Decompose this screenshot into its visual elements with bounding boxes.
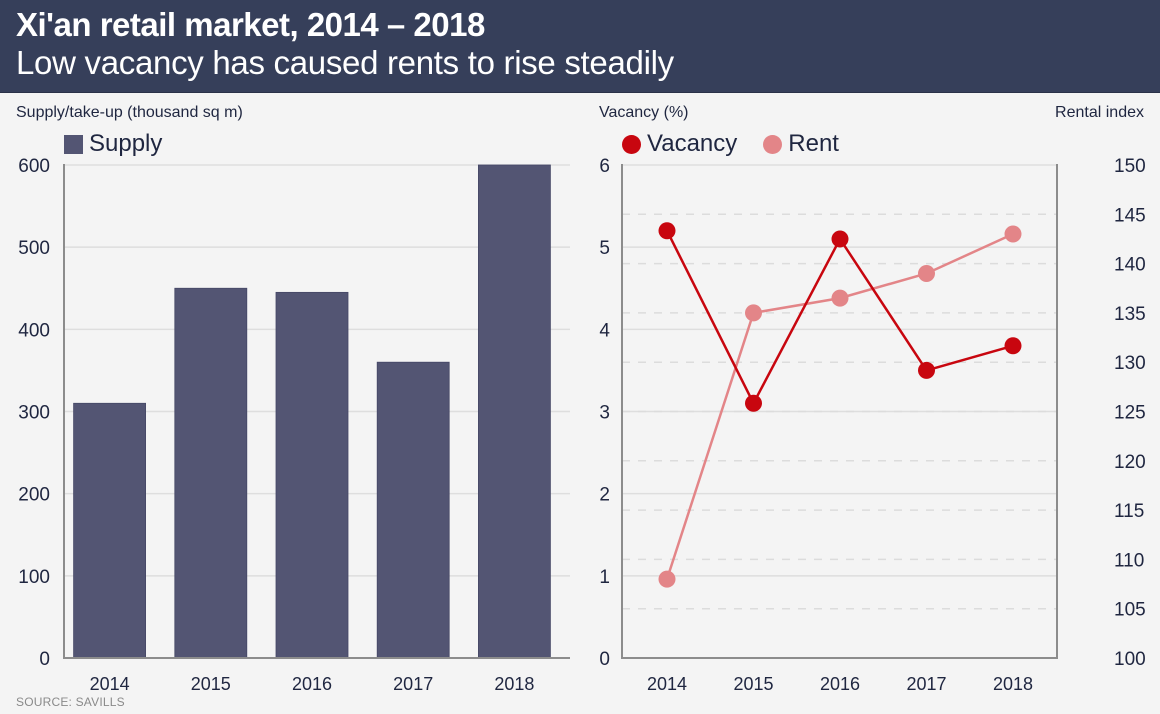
x-tick-label: 2017: [393, 674, 433, 694]
x-tick-label: 2017: [906, 674, 946, 694]
rent-dot-icon: [763, 134, 783, 154]
bar-2017: [376, 361, 450, 659]
bar-2014: [73, 402, 146, 659]
bar-2015: [174, 287, 248, 659]
x-tick-label: 2015: [733, 674, 773, 694]
y-tick-label: 6: [599, 156, 610, 177]
y2-tick-label: 135: [1114, 304, 1146, 325]
line-legend: Vacancy Rent: [622, 130, 865, 158]
y-tick-label: 300: [18, 403, 50, 424]
y2-tick-label: 140: [1114, 255, 1146, 276]
y2-tick-label: 105: [1114, 600, 1146, 621]
vacancy-point-2016: [831, 230, 849, 248]
supply-legend: Supply: [64, 130, 188, 158]
vacancy-point-2017: [918, 361, 935, 379]
legend-label-supply: Supply: [89, 130, 163, 157]
y-tick-label: 2: [599, 485, 610, 506]
bar-2018: [477, 164, 551, 659]
y-tick-label: 4: [599, 320, 610, 341]
rent-point-2015: [745, 304, 762, 322]
vacancy-dot-icon: [622, 134, 641, 154]
legend-label-rent: Rent: [788, 130, 839, 157]
chart-subtitle: Low vacancy has caused rents to rise ste…: [16, 44, 674, 81]
supply-bar-chart: 0 100 200 300 400 500 600 2014 2015 2016 2017 2018: [18, 156, 570, 694]
y-tick-label: 500: [18, 238, 50, 259]
y2-tick-label: 115: [1114, 501, 1144, 522]
y2-tick-label: 100: [1114, 649, 1146, 670]
y2-tick-label: 110: [1114, 550, 1144, 571]
chart-title: Xi'an retail market, 2014 – 2018: [16, 6, 485, 43]
y2-tick-label: 125: [1114, 403, 1146, 424]
x-tick-label: 2015: [191, 674, 231, 694]
vacancy-point-2015: [745, 394, 762, 412]
bar-2016: [275, 291, 349, 659]
x-tick-label: 2016: [820, 674, 860, 694]
x-tick-label: 2018: [993, 674, 1033, 694]
vacancy-axis-title: Vacancy (%): [599, 104, 689, 121]
source-note: SOURCE: SAVILLS: [16, 695, 125, 709]
legend-item-rent: Rent: [763, 130, 839, 158]
y-tick-label: 0: [599, 649, 610, 670]
y-tick-label: 1: [599, 567, 610, 588]
vacancy-line: [665, 230, 1014, 407]
x-tick-label: 2018: [494, 674, 534, 694]
legend-item-supply: Supply: [64, 130, 162, 158]
y-tick-label: 100: [18, 567, 50, 588]
vacancy-point-2014: [658, 222, 676, 240]
rent-point-2016: [831, 289, 849, 307]
rent-point-2018: [1004, 225, 1022, 243]
y-tick-label: 3: [599, 403, 610, 424]
y-tick-label: 5: [599, 238, 610, 259]
x-tick-label: 2014: [90, 674, 130, 694]
supply-swatch-icon: [64, 134, 83, 154]
vacancy-point-2018: [1004, 337, 1022, 355]
rent-point-2014: [658, 570, 676, 588]
vacancy-rent-line-chart: 0 1 2 3 4 5 6 100 105 110 115 120 125 130 135 140 145 150…: [599, 156, 1145, 694]
y-tick-label: 600: [18, 156, 50, 177]
legend-label-vacancy: Vacancy: [647, 130, 738, 157]
legend-item-vacancy: Vacancy: [622, 130, 737, 158]
header-banner: Xi'an retail market, 2014 – 2018 Low vac…: [0, 0, 1160, 93]
rental-index-axis-title: Rental index: [1055, 104, 1144, 121]
x-tick-label: 2014: [647, 674, 687, 694]
supply-axis-title: Supply/take-up (thousand sq m): [16, 104, 243, 121]
x-tick-label: 2016: [292, 674, 332, 694]
rent-point-2017: [918, 264, 935, 282]
y2-tick-label: 130: [1114, 353, 1146, 374]
y-tick-label: 0: [39, 649, 50, 670]
y2-tick-label: 120: [1114, 452, 1146, 473]
y2-tick-label: 145: [1114, 205, 1146, 226]
y-tick-label: 200: [18, 485, 50, 506]
y2-tick-label: 150: [1114, 156, 1146, 177]
y-tick-label: 400: [18, 320, 50, 341]
rent-line: [665, 232, 1014, 580]
